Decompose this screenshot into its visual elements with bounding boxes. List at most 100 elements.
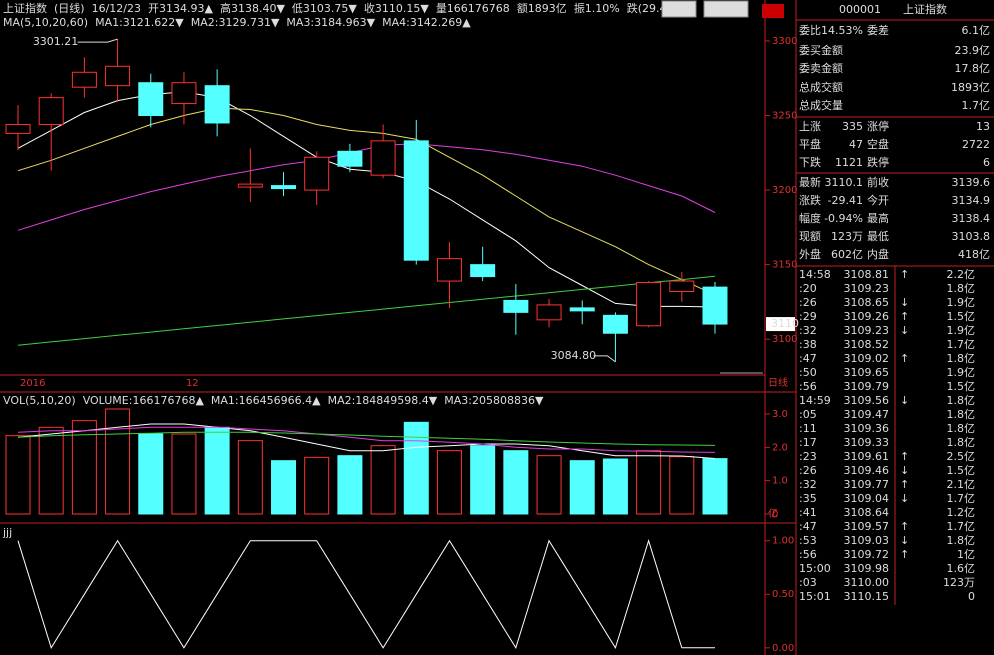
tick-amount: 1.9亿 [947, 324, 976, 337]
tick-arrow: ↓ [900, 394, 909, 407]
button-label[interactable]: 补数据 [710, 1, 743, 15]
tick-arrow: ↓ [900, 464, 909, 477]
tick-time: :11 [799, 422, 817, 435]
candle-body [403, 140, 429, 261]
quote-label: 委买金额 [799, 43, 843, 57]
candle-body [304, 156, 330, 191]
candle-body [337, 150, 363, 167]
volume-bar [436, 450, 462, 515]
tick-price: 3109.23 [844, 324, 890, 337]
button[interactable] [703, 0, 749, 18]
tick-time: :35 [799, 492, 817, 505]
quote-value: 23.9亿 [955, 44, 991, 57]
y-tick-label: 0 [772, 509, 778, 520]
tick-time: :17 [799, 436, 817, 449]
close-icon[interactable] [762, 4, 784, 18]
line [17, 423, 716, 459]
volume-bar [669, 456, 695, 515]
quote-value: 3138.4 [952, 212, 991, 225]
tick-time: :32 [799, 478, 817, 491]
tick-time: :41 [799, 506, 817, 519]
quote-value: 335 [842, 120, 863, 133]
tick-time: :56 [799, 548, 817, 561]
tick-amount: 1.5亿 [947, 464, 976, 477]
y-tick-label: 0.50 [772, 589, 794, 600]
tick-price: 3109.56 [844, 394, 890, 407]
tick-amount: 1.8亿 [947, 352, 976, 365]
header-item: 收3110.15▼ [364, 1, 429, 15]
button[interactable] [661, 0, 697, 18]
volume-bar [702, 458, 728, 515]
tick-price: 3109.46 [844, 464, 890, 477]
tick-arrow: ↑ [900, 520, 909, 533]
candle-body [370, 140, 396, 176]
quote-value: 6 [983, 156, 990, 169]
tick-price: 3108.65 [844, 296, 890, 309]
quote-value: 3139.6 [952, 176, 991, 189]
volume-bar [271, 460, 297, 515]
volume-bar [403, 421, 429, 515]
indicator-label: jjj [2, 526, 12, 539]
tick-arrow: ↑ [900, 450, 909, 463]
tick-price: 3109.98 [844, 562, 890, 575]
tick-price: 3109.79 [844, 380, 890, 393]
legend-item: MA1:3121.622▼ [95, 16, 184, 29]
candle-body [536, 304, 562, 321]
tick-amount: 1.8亿 [947, 534, 976, 547]
volume-bar [337, 455, 363, 515]
y-tick-label: 0.00 [772, 643, 794, 654]
candle-body [105, 65, 131, 87]
tick-price: 3109.77 [844, 478, 890, 491]
button-label[interactable]: 时段 [668, 1, 690, 15]
volume-bar [304, 456, 330, 515]
tick-amount: 0 [968, 590, 975, 603]
tick-arrow: ↓ [900, 492, 909, 505]
tick-time: :23 [799, 450, 817, 463]
tick-price: 3108.52 [844, 338, 890, 351]
annotation-leader [593, 355, 616, 363]
candle-body [569, 307, 595, 312]
quote-value: 3134.9 [952, 194, 991, 207]
tick-amount: 1.7亿 [947, 338, 976, 351]
tick-time: :26 [799, 296, 817, 309]
tick-price: 3110.15 [844, 590, 890, 603]
tick-time: 15:01 [799, 590, 831, 603]
volume-bar [602, 458, 628, 515]
quote-value: 1893亿 [951, 81, 990, 94]
header-item: 额1893亿 [517, 2, 567, 15]
tick-time: :53 [799, 534, 817, 547]
quote-label: 总成交额 [799, 80, 843, 94]
candle-body [271, 185, 297, 190]
price-tag-label: 3110 [771, 317, 799, 330]
tick-amount: 1.8亿 [947, 394, 976, 407]
volume-bar [71, 420, 97, 515]
candle-body [204, 85, 230, 124]
candle-body [636, 282, 662, 327]
quote-value: 17.8亿 [955, 62, 991, 75]
volume-bar [636, 450, 662, 515]
tick-arrow: ↓ [900, 296, 909, 309]
candle-body [38, 97, 64, 125]
tick-time: :56 [799, 380, 817, 393]
quote-label: 今开 [867, 193, 889, 207]
tick-time: :47 [799, 520, 817, 533]
tick-amount: 1.8亿 [947, 282, 976, 295]
header-item: 开3134.93▲ [148, 2, 213, 15]
tick-amount: 1.6亿 [947, 562, 976, 575]
candle-body [138, 82, 164, 117]
quote-value: -29.41 [828, 194, 863, 207]
line [17, 143, 716, 231]
candle-body [470, 264, 496, 278]
quote-value: 602亿 [831, 248, 863, 261]
quote-value: 3110.1 [825, 176, 864, 189]
period-label: 日线 [768, 376, 788, 389]
quote-label: 最低 [867, 230, 889, 243]
tick-price: 3108.64 [844, 506, 890, 519]
header-item: 上证指数 [3, 1, 47, 15]
legend-item: MA(5,10,20,60) [3, 16, 88, 29]
quote-label: 平盘 [799, 137, 821, 151]
stock-code: 000001 [839, 3, 881, 16]
x-tick-label: 12 [186, 378, 199, 389]
tick-time: 15:00 [799, 562, 831, 575]
y-tick-label: 3200 [772, 185, 797, 196]
